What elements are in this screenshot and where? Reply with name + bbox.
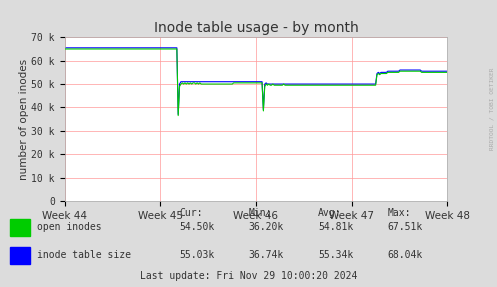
Text: 36.20k: 36.20k [248, 222, 284, 232]
Text: 67.51k: 67.51k [388, 222, 423, 232]
Text: Cur:: Cur: [179, 208, 202, 218]
Bar [10, 247, 30, 265]
Text: Last update: Fri Nov 29 10:00:20 2024: Last update: Fri Nov 29 10:00:20 2024 [140, 271, 357, 281]
Text: open inodes: open inodes [37, 222, 102, 232]
Text: Min:: Min: [248, 208, 272, 218]
Text: RRDTOOL / TOBI OETIKER: RRDTOOL / TOBI OETIKER [490, 68, 495, 150]
Text: 54.50k: 54.50k [179, 222, 214, 232]
Text: 55.03k: 55.03k [179, 250, 214, 260]
Text: Avg:: Avg: [318, 208, 341, 218]
Text: Max:: Max: [388, 208, 411, 218]
Title: Inode table usage - by month: Inode table usage - by month [154, 21, 358, 35]
Y-axis label: number of open inodes: number of open inodes [18, 59, 29, 180]
Text: 68.04k: 68.04k [388, 250, 423, 260]
Text: 55.34k: 55.34k [318, 250, 353, 260]
Text: 36.74k: 36.74k [248, 250, 284, 260]
Bar [10, 219, 30, 236]
Text: inode table size: inode table size [37, 250, 131, 260]
Text: 54.81k: 54.81k [318, 222, 353, 232]
